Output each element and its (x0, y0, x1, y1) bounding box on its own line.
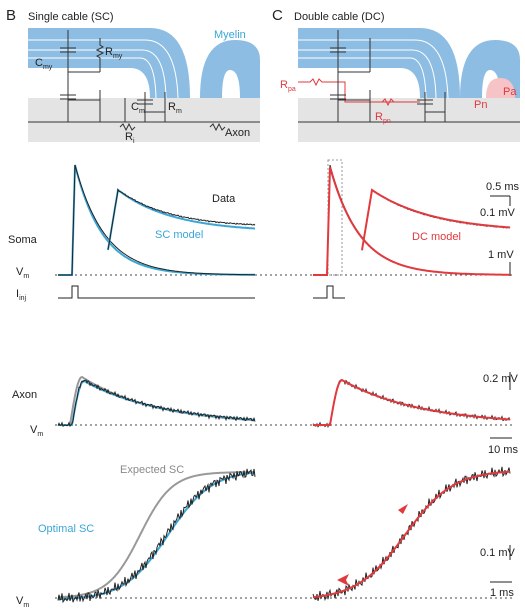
label-sub: m (176, 108, 182, 115)
trace (107, 188, 255, 251)
axon-box (28, 98, 260, 142)
legend-label: Optimal SC (38, 523, 94, 535)
legend-label: SC model (155, 229, 203, 241)
label: C (35, 57, 43, 69)
scale-label: 0.1 mV (480, 207, 516, 219)
label: Vm (16, 595, 29, 609)
label: Rmy (105, 46, 123, 60)
scale-label: 0.2 mV (483, 373, 519, 385)
trace (58, 471, 256, 601)
label: Vm (16, 266, 29, 280)
trace (313, 166, 510, 276)
label-sub: m (139, 108, 145, 115)
axon-box (298, 98, 520, 142)
label: Cmy (35, 57, 53, 71)
trace (57, 471, 255, 599)
label-sub: m (23, 602, 29, 609)
label: Rpa (280, 79, 296, 93)
panel-title: Single cable (SC) (28, 11, 114, 23)
trace (361, 188, 511, 251)
legend-label: Data (212, 193, 236, 205)
panel-letter: C (272, 7, 283, 24)
label-sub: pn (383, 118, 391, 125)
row-label: Axon (12, 389, 37, 401)
circuit (330, 30, 446, 122)
baseline (55, 274, 515, 599)
myelin (200, 40, 260, 98)
label: Iinj (16, 288, 27, 302)
trace (313, 378, 511, 426)
label-sub: m (37, 431, 43, 438)
label: Cm (131, 101, 145, 115)
label: R (280, 79, 288, 91)
trace (312, 379, 511, 429)
label-sub: my (113, 53, 123, 60)
myelin-lamella (28, 39, 179, 99)
legend-label: Expected SC (120, 464, 184, 476)
trace (313, 164, 510, 276)
scale-label: 1 mV (488, 249, 514, 261)
trace (57, 379, 256, 428)
label: Rpn (375, 111, 391, 125)
label: R (375, 111, 383, 123)
label-sub: inj (19, 295, 26, 302)
label: Myelin (214, 29, 246, 41)
panel-title: Double cable (DC) (294, 11, 384, 23)
label: C (131, 101, 139, 113)
trace (57, 468, 256, 604)
trace (107, 188, 256, 250)
label: R (168, 101, 176, 113)
label: I (16, 288, 19, 300)
label-sub: my (43, 64, 53, 71)
traces (57, 164, 511, 604)
scale-label: 0.5 ms (486, 181, 520, 193)
label: Ri (125, 131, 135, 145)
label-sub: pa (288, 86, 296, 93)
label: Pn (474, 99, 487, 111)
label: Pa (503, 86, 517, 98)
scale-bar (490, 195, 512, 583)
arrowhead (337, 504, 408, 586)
trace (58, 164, 255, 276)
current-step (58, 285, 345, 299)
label: Axon (225, 127, 250, 139)
label: R (125, 131, 133, 143)
panel-letter: B (6, 7, 16, 24)
scale-label: 10 ms (488, 444, 518, 456)
label: R (105, 46, 113, 58)
label-sub: i (133, 138, 135, 145)
label: Vm (30, 424, 43, 438)
label: V (16, 266, 24, 278)
periaxonal-space (486, 78, 515, 98)
label: V (16, 595, 24, 607)
label-sub: m (23, 273, 29, 280)
diagrams (28, 28, 520, 599)
scale-label: 1 ms (490, 587, 514, 599)
trace (312, 470, 511, 599)
myelin-lamella (298, 39, 449, 99)
scale-label: 0.1 mV (480, 547, 516, 559)
legend-label: DC model (412, 231, 461, 243)
circuit (60, 30, 226, 132)
row-label: Soma (8, 234, 38, 246)
label: V (30, 424, 38, 436)
trace (58, 164, 255, 276)
label: Rm (168, 101, 182, 115)
